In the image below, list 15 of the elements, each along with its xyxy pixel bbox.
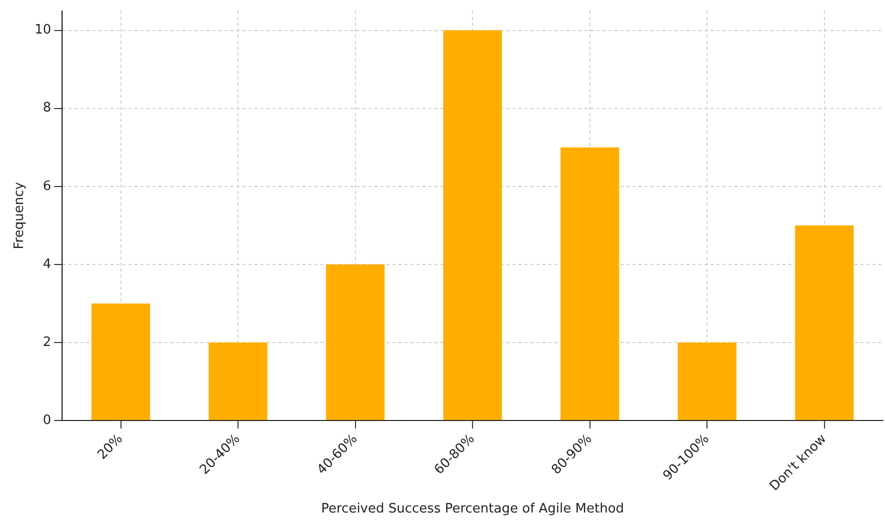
x-axis-title: Perceived Success Percentage of Agile Method: [321, 502, 624, 517]
bar: [91, 303, 150, 420]
bar: [678, 342, 736, 420]
bar: [795, 225, 854, 420]
y-tick-label: 4: [42, 256, 52, 272]
y-tick-label: 0: [42, 412, 52, 428]
bar: [560, 147, 620, 420]
bar: [443, 30, 502, 420]
y-axis-title: Frequency: [12, 182, 28, 250]
y-tick-label: 10: [34, 22, 52, 38]
y-tick-label: 2: [42, 334, 52, 350]
y-tick-label: 6: [42, 178, 52, 194]
bar: [208, 342, 268, 420]
bar: [326, 264, 385, 420]
y-tick-label: 8: [42, 100, 52, 116]
